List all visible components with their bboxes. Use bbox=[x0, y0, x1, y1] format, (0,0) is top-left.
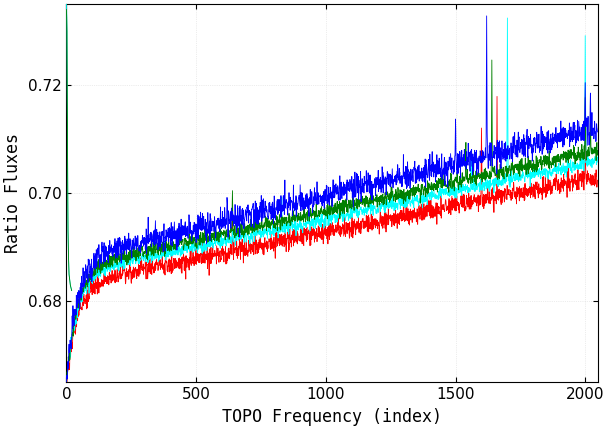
Y-axis label: Ratio Fluxes: Ratio Fluxes bbox=[4, 133, 22, 253]
X-axis label: TOPO Frequency (index): TOPO Frequency (index) bbox=[222, 408, 442, 426]
